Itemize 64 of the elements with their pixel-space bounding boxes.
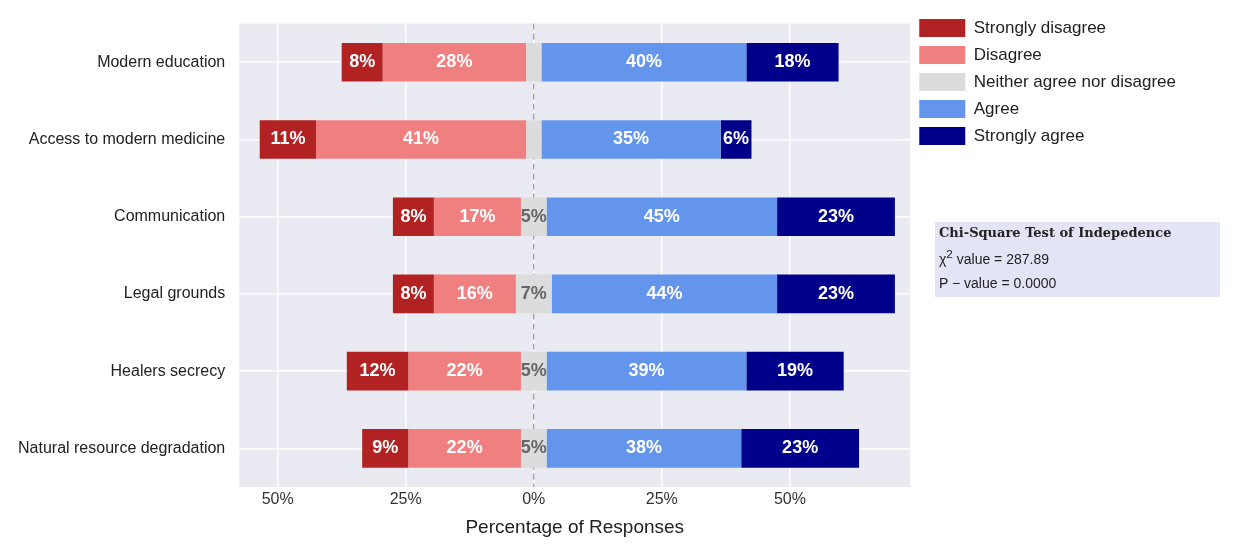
data-label: 8% [400, 205, 427, 226]
data-label: 7% [520, 282, 547, 303]
legend-label: Strongly agree [973, 125, 1085, 145]
bar [777, 197, 895, 236]
data-label: 17% [459, 205, 496, 226]
bar [433, 197, 521, 236]
bar [741, 429, 860, 468]
data-label: 5% [520, 205, 547, 226]
bar [546, 429, 742, 468]
bar [316, 120, 527, 159]
data-label: 39% [628, 360, 665, 381]
bar [382, 42, 527, 82]
bar [541, 120, 721, 159]
note-box: Chi-Square Test of Indepedence χ$^{2}$ value = 287.89 P − value = 0.0000 [935, 222, 1220, 297]
legend-label: Disagree [973, 44, 1042, 64]
x-tick-label: 25% [645, 490, 678, 508]
x-tick-label: 0% [522, 490, 546, 508]
x-tick-label: 25% [389, 490, 422, 508]
bar [746, 351, 844, 391]
bar [546, 351, 747, 391]
data-label: 23% [817, 205, 855, 226]
data-label: 44% [646, 282, 683, 303]
y-tick-label: Healers secrecy [110, 361, 226, 379]
y-tick-label: Legal grounds [123, 284, 226, 302]
data-label: 8% [349, 51, 376, 72]
data-label: 28% [436, 51, 473, 72]
data-label: 23% [817, 282, 855, 303]
data-label: 40% [625, 51, 662, 72]
bar [408, 351, 521, 391]
data-label: 19% [777, 360, 814, 381]
data-label: 9% [372, 437, 399, 458]
data-label: 5% [520, 360, 547, 381]
data-label: 23% [782, 437, 819, 458]
data-label: 35% [613, 128, 650, 149]
bar [526, 120, 542, 159]
data-label: 12% [359, 360, 396, 381]
data-label: 22% [446, 437, 483, 458]
y-tick-label: Access to modern medicine [28, 129, 226, 147]
bar [408, 429, 521, 468]
legend-label: Neither agree nor disagree [973, 71, 1176, 91]
bar [777, 274, 895, 314]
y-tick-label: Communication [114, 207, 226, 225]
bar [541, 42, 747, 82]
x-tick-label: 50% [261, 490, 294, 508]
y-tick-label: Modern education [97, 52, 226, 70]
data-label: 18% [774, 51, 811, 72]
legend-label: Agree [973, 98, 1020, 118]
data-label: 45% [643, 205, 680, 226]
bar [546, 197, 778, 236]
data-label: 5% [520, 437, 547, 458]
bar [551, 274, 778, 314]
bar [746, 42, 839, 82]
y-tick-label: Natural resource degradation [18, 438, 226, 456]
data-label: 16% [456, 282, 493, 303]
data-label: 41% [403, 128, 440, 149]
data-label: 8% [400, 282, 427, 303]
data-label: 22% [446, 360, 483, 381]
legend-label: Strongly disagree [973, 17, 1107, 37]
data-label: 38% [625, 437, 662, 458]
data-label: 6% [723, 128, 750, 149]
x-tick-label: 50% [773, 490, 806, 508]
bar [526, 42, 542, 82]
data-label: 11% [270, 128, 306, 149]
x-axis-title: Percentage of Responses [465, 515, 685, 537]
